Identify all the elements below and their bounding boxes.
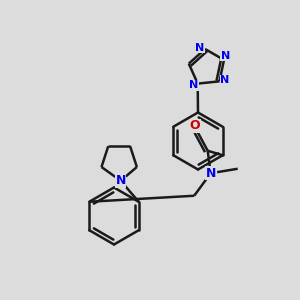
- Text: N: N: [206, 167, 216, 180]
- Text: N: N: [195, 43, 204, 53]
- Text: N: N: [221, 51, 230, 61]
- Text: N: N: [220, 75, 230, 85]
- Text: N: N: [190, 80, 199, 90]
- Text: O: O: [190, 119, 200, 132]
- Text: N: N: [116, 174, 126, 187]
